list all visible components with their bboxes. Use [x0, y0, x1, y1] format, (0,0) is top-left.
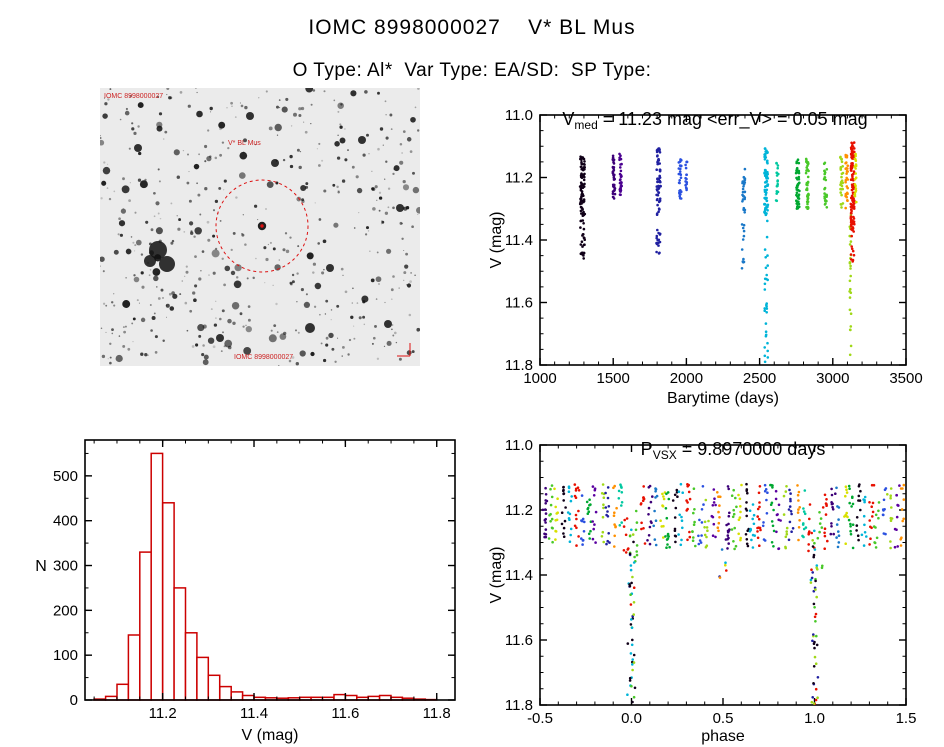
barytime-plot-title: Vmed = 11.23 mag <err_V> = 0.05 mag: [500, 88, 910, 153]
phase-ylabel: V (mag): [488, 546, 505, 604]
svg-text:1.5: 1.5: [896, 710, 917, 727]
svg-text:2500: 2500: [743, 370, 776, 387]
svg-text:11.6: 11.6: [331, 705, 359, 722]
phase-plot: -0.5 0.0 0.5 1.0 1.5 11.0 11.2 11.4 11.6 11.8: [505, 437, 917, 727]
svg-text:11.8: 11.8: [505, 697, 533, 714]
svg-text:11.0: 11.0: [505, 107, 533, 124]
svg-text:11.4: 11.4: [505, 567, 533, 584]
svg-text:0.0: 0.0: [621, 710, 642, 727]
page-title: IOMC 8998000027 V* BL Mus: [308, 16, 636, 39]
phase-plot-title: PVSX = 9.8970000 days: [540, 418, 906, 483]
svg-text:-0.5: -0.5: [527, 710, 553, 727]
svg-text:11.2: 11.2: [505, 502, 533, 519]
svg-text:200: 200: [53, 602, 78, 619]
svg-text:1500: 1500: [597, 370, 630, 387]
svg-text:11.8: 11.8: [423, 705, 451, 722]
svg-text:1000: 1000: [523, 370, 556, 387]
target-dot: [260, 224, 264, 228]
finder-label-center: V* BL Mus: [228, 140, 261, 147]
svg-text:11.4: 11.4: [240, 705, 268, 722]
svg-text:11.2: 11.2: [149, 705, 177, 722]
svg-text:100: 100: [53, 647, 78, 664]
period-value: = 9.8970000 days: [676, 439, 826, 459]
svg-text:11.8: 11.8: [505, 357, 533, 374]
svg-text:1.0: 1.0: [804, 710, 825, 727]
finder-label-bottom: IOMC 8998000027: [234, 354, 293, 361]
vmed-subscript: med: [574, 118, 598, 132]
svg-text:11.0: 11.0: [505, 437, 533, 454]
vmed-symbol: V: [562, 109, 575, 129]
svg-text:2000: 2000: [670, 370, 703, 387]
svg-text:11.6: 11.6: [505, 632, 533, 649]
histogram-xlabel: V (mag): [241, 727, 299, 744]
barytime-xlabel: Barytime (days): [666, 390, 780, 407]
vmed-value: = 11.23 mag <err_V> = 0.05 mag: [597, 109, 868, 129]
svg-text:11.2: 11.2: [505, 170, 533, 187]
phase-xlabel: phase: [701, 728, 745, 745]
period-symbol: P: [640, 439, 653, 459]
svg-text:500: 500: [53, 468, 78, 485]
period-subscript: VSX: [652, 448, 677, 462]
barytime-ylabel: V (mag): [488, 211, 505, 269]
svg-text:0: 0: [70, 692, 78, 709]
finder-label-top: IOMC 8998000027: [104, 93, 163, 100]
svg-text:300: 300: [53, 558, 78, 575]
star-field: [100, 88, 420, 366]
finder-chart: IOMC 8998000027 V* BL Mus IOMC 899800002…: [100, 88, 420, 366]
compass-mark-icon: [397, 343, 411, 357]
svg-text:0.5: 0.5: [713, 710, 734, 727]
page-subtitle: O Type: Al* Var Type: EA/SD: SP Type:: [292, 60, 652, 81]
svg-text:3000: 3000: [816, 370, 849, 387]
svg-text:400: 400: [53, 513, 78, 530]
svg-text:11.4: 11.4: [505, 232, 533, 249]
histogram-ylabel: N: [35, 558, 47, 575]
svg-text:11.6: 11.6: [505, 295, 533, 312]
svg-text:3500: 3500: [889, 370, 922, 387]
barytime-plot: 1000 1500 2000 2500 3000 3500 11.0 11.2 11.4 11.6…: [505, 107, 923, 387]
histogram-plot: 11.2 11.4 11.6 11.8 0 100 200 300 400 500: [53, 439, 456, 722]
target-circle: [215, 179, 309, 273]
